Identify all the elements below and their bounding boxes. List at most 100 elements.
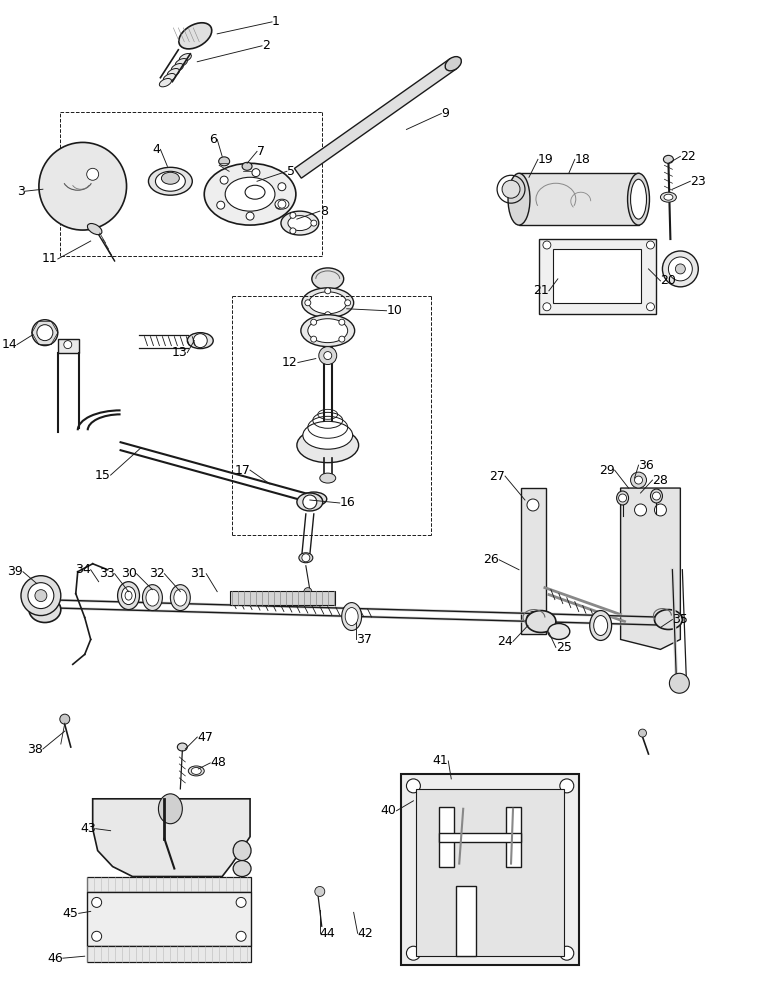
Polygon shape	[519, 173, 638, 225]
Circle shape	[92, 897, 102, 907]
Ellipse shape	[628, 173, 649, 225]
Text: 39: 39	[7, 565, 23, 578]
Text: 6: 6	[209, 133, 217, 146]
Ellipse shape	[288, 216, 312, 231]
Polygon shape	[621, 488, 680, 649]
Bar	[539, 239, 656, 314]
Ellipse shape	[161, 172, 179, 184]
Text: 1: 1	[272, 15, 280, 28]
Ellipse shape	[245, 185, 265, 199]
Ellipse shape	[188, 766, 205, 776]
Circle shape	[618, 494, 627, 502]
Ellipse shape	[29, 597, 61, 623]
Circle shape	[323, 352, 332, 360]
Circle shape	[339, 336, 345, 342]
Circle shape	[193, 334, 207, 348]
Text: 37: 37	[356, 633, 371, 646]
Polygon shape	[506, 807, 521, 867]
Ellipse shape	[660, 192, 676, 202]
Ellipse shape	[171, 585, 191, 611]
Text: 45: 45	[63, 907, 79, 920]
Circle shape	[406, 779, 421, 793]
Text: 47: 47	[198, 731, 213, 744]
Text: 17: 17	[234, 464, 250, 477]
Text: 16: 16	[340, 496, 355, 509]
Polygon shape	[439, 807, 454, 867]
Circle shape	[560, 946, 574, 960]
Text: 34: 34	[75, 563, 90, 576]
Circle shape	[217, 201, 225, 209]
Text: 19: 19	[538, 153, 554, 166]
Ellipse shape	[233, 841, 251, 861]
Ellipse shape	[301, 315, 354, 347]
Circle shape	[37, 325, 52, 341]
Circle shape	[344, 300, 350, 306]
Text: 32: 32	[149, 567, 164, 580]
Circle shape	[315, 886, 325, 896]
Ellipse shape	[148, 167, 192, 195]
Ellipse shape	[155, 171, 185, 191]
Text: 28: 28	[652, 474, 669, 487]
Text: 31: 31	[191, 567, 206, 580]
Circle shape	[325, 288, 330, 294]
Circle shape	[319, 347, 337, 365]
Text: 9: 9	[442, 107, 449, 120]
Ellipse shape	[302, 288, 354, 318]
Text: 20: 20	[660, 274, 676, 287]
Circle shape	[35, 590, 47, 602]
Ellipse shape	[299, 553, 313, 563]
Circle shape	[305, 300, 311, 306]
Bar	[86, 892, 251, 946]
Ellipse shape	[590, 611, 611, 640]
Polygon shape	[521, 488, 546, 634]
Ellipse shape	[159, 78, 171, 87]
Circle shape	[646, 303, 655, 311]
Bar	[416, 789, 564, 956]
Text: 27: 27	[489, 470, 505, 483]
Circle shape	[527, 499, 539, 511]
Ellipse shape	[174, 589, 187, 606]
Polygon shape	[439, 833, 521, 842]
Ellipse shape	[663, 155, 673, 163]
Text: 2: 2	[262, 39, 270, 52]
Text: 29: 29	[599, 464, 615, 477]
Circle shape	[652, 492, 660, 500]
Text: 48: 48	[210, 756, 226, 769]
Circle shape	[28, 583, 54, 609]
Ellipse shape	[233, 861, 251, 877]
Ellipse shape	[631, 179, 646, 219]
Circle shape	[669, 673, 689, 693]
Text: 23: 23	[690, 175, 706, 188]
Ellipse shape	[594, 616, 608, 635]
Ellipse shape	[508, 173, 530, 225]
Ellipse shape	[171, 64, 184, 72]
Ellipse shape	[306, 495, 322, 503]
Text: 41: 41	[432, 754, 449, 767]
Circle shape	[32, 320, 58, 346]
Circle shape	[290, 228, 296, 234]
Bar	[553, 249, 641, 303]
Text: 5: 5	[287, 165, 295, 178]
Ellipse shape	[242, 162, 252, 170]
Polygon shape	[58, 339, 79, 353]
Circle shape	[339, 319, 345, 325]
Circle shape	[304, 588, 312, 596]
Ellipse shape	[308, 319, 347, 343]
Ellipse shape	[179, 54, 191, 62]
Text: 33: 33	[99, 567, 114, 580]
Text: 24: 24	[497, 635, 513, 648]
Bar	[86, 946, 251, 962]
Ellipse shape	[297, 493, 323, 511]
Ellipse shape	[617, 491, 628, 505]
Ellipse shape	[191, 767, 201, 774]
Ellipse shape	[281, 211, 319, 235]
Ellipse shape	[164, 73, 175, 82]
Ellipse shape	[297, 428, 359, 463]
Text: 25: 25	[556, 641, 572, 654]
Ellipse shape	[342, 603, 361, 630]
Text: 26: 26	[483, 553, 499, 566]
Circle shape	[278, 183, 286, 191]
Ellipse shape	[146, 589, 159, 606]
Ellipse shape	[309, 292, 347, 314]
Ellipse shape	[445, 57, 462, 71]
